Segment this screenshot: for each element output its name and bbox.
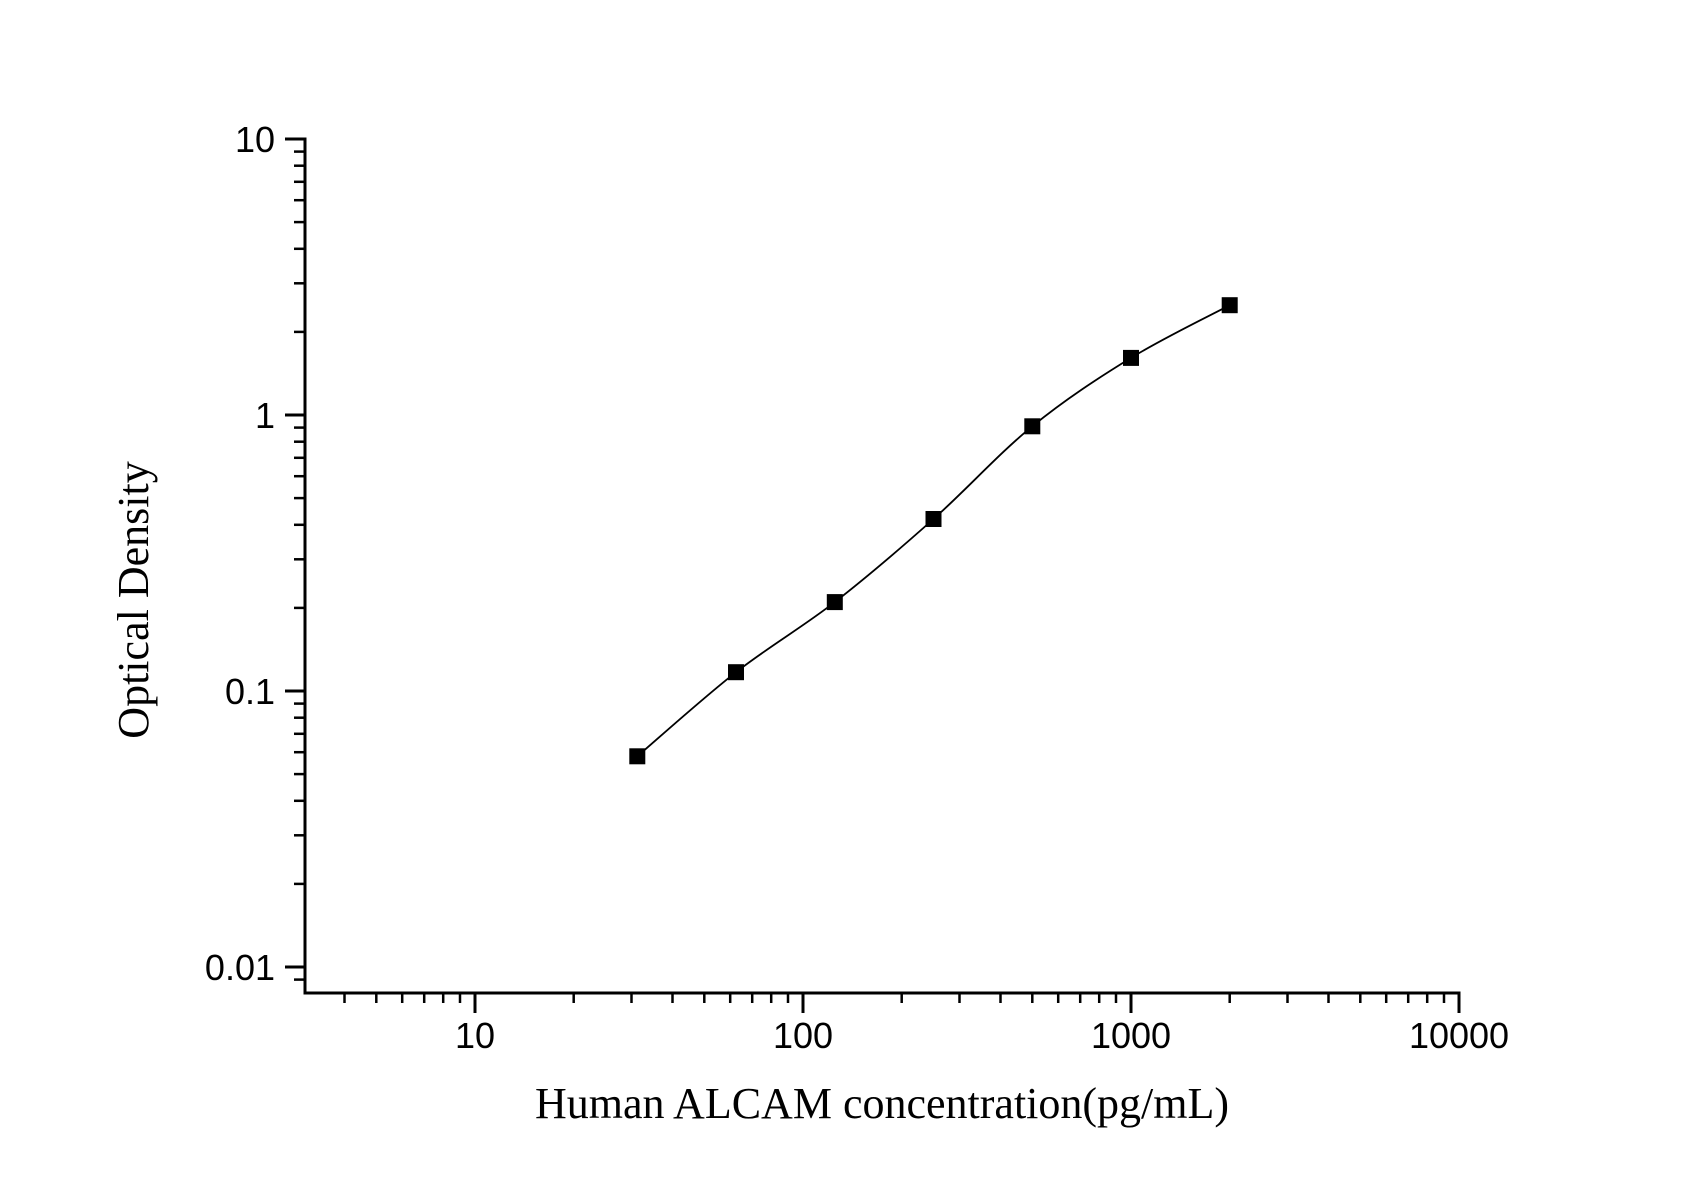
data-point-marker [728, 664, 744, 681]
data-point-marker [1221, 297, 1238, 314]
y-tick-label: 0.1 [225, 671, 275, 712]
x-axis-title: Human ALCAM concentration(pg/mL) [535, 1079, 1229, 1128]
data-point-marker [1024, 418, 1041, 435]
y-tick-label: 0.01 [205, 947, 275, 988]
data-point-marker [925, 511, 942, 527]
standard-curve-line [636, 304, 1231, 757]
data-point-marker [826, 594, 843, 611]
y-tick-label: 1 [255, 395, 275, 436]
y-axis-title: Optical Density [109, 461, 158, 738]
x-tick-label: 10000 [1409, 1015, 1509, 1056]
data-point-marker [1123, 349, 1139, 366]
y-tick-label: 10 [235, 119, 275, 160]
axis-ticks [285, 137, 1461, 1013]
data-series [629, 297, 1238, 765]
x-tick-label: 10 [455, 1015, 495, 1056]
x-tick-label: 100 [773, 1015, 833, 1056]
x-tick-label: 1000 [1091, 1015, 1171, 1056]
axes [303, 137, 1461, 995]
axis-spines [303, 137, 1461, 995]
data-point-marker [629, 748, 646, 765]
tick-labels: 10 100 1000 10000 10 1 0.1 0.01 [205, 119, 1509, 1056]
